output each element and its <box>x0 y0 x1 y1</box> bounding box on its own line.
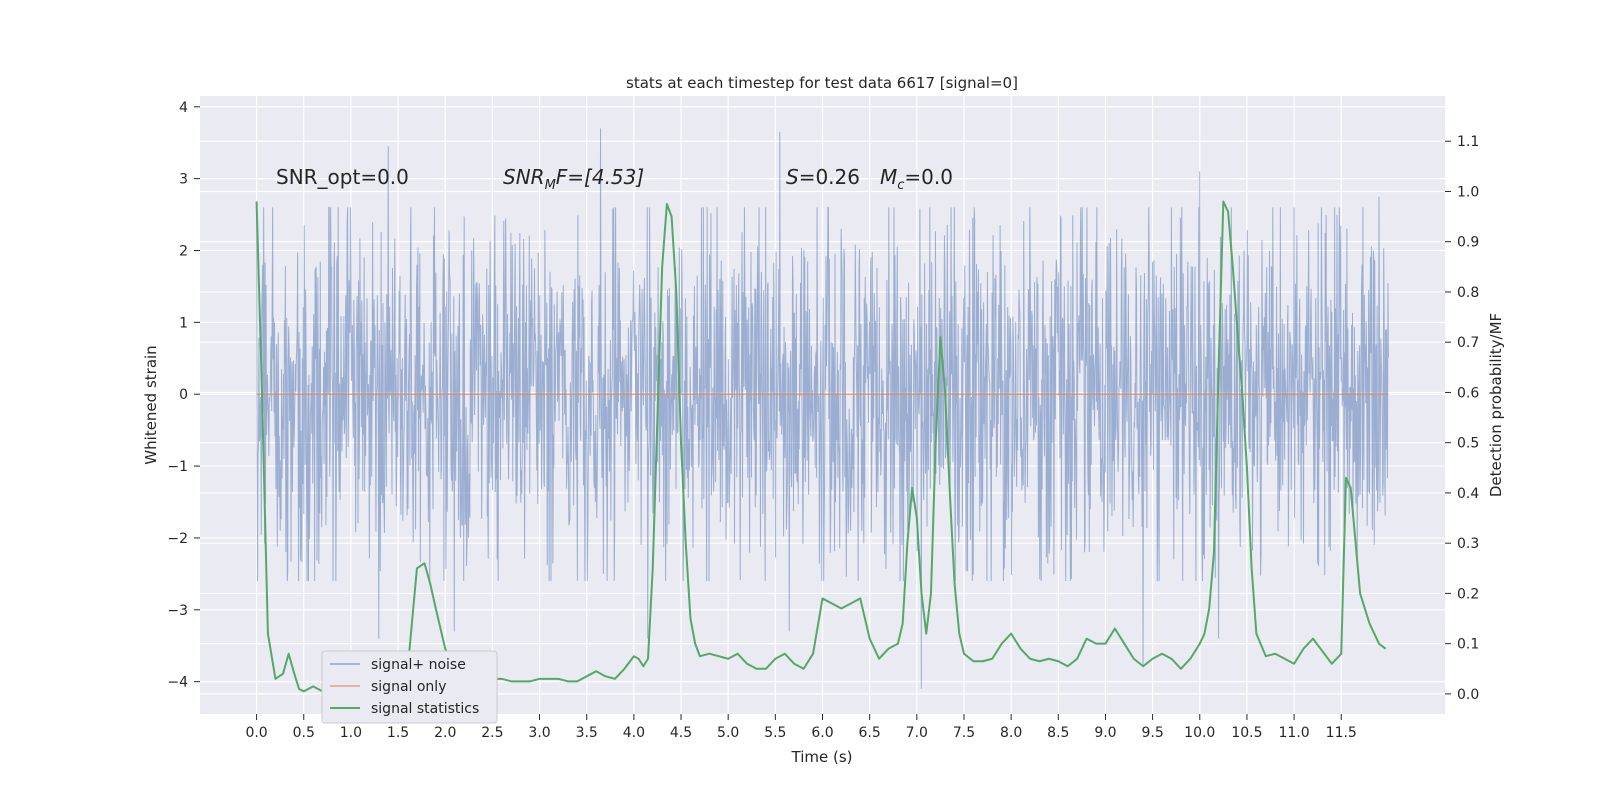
x-tick-label: 6.0 <box>811 725 833 741</box>
x-tick-label: 9.5 <box>1141 725 1163 741</box>
y-tick-label: −3 <box>167 603 188 619</box>
x-tick-label: 7.5 <box>953 725 975 741</box>
y2-tick-label: 0.3 <box>1457 536 1479 552</box>
y2-tick-label: 1.0 <box>1457 184 1479 200</box>
annotation-snr-mf-subscript: M <box>545 178 556 193</box>
annotation-snr-opt: SNR_opt=0.0 <box>276 165 409 189</box>
annotation-s-symbol: S <box>786 165 799 189</box>
y-tick-label: −1 <box>167 459 188 475</box>
x-tick-label: 8.0 <box>1000 725 1022 741</box>
x-tick-label: 2.0 <box>434 725 456 741</box>
annotation-snr-mf: SNRMF=[4.53] <box>503 165 644 193</box>
x-tick-label: 10.5 <box>1231 725 1262 741</box>
y-tick-label: 0 <box>179 387 188 403</box>
chart-title: stats at each timestep for test data 661… <box>626 74 1018 92</box>
x-tick-label: 9.0 <box>1094 725 1116 741</box>
x-tick-label: 11.5 <box>1326 725 1357 741</box>
annotation-mc-symbol: M <box>880 165 897 189</box>
statistics-line <box>255 200 1387 693</box>
noise-line <box>256 128 1389 689</box>
y-axis-label: Whitened strain <box>142 345 160 464</box>
legend: signal+ noise signal only signal statist… <box>321 650 498 724</box>
annotation-mc-value: =0.0 <box>904 165 953 189</box>
x-tick-label: 1.0 <box>340 725 362 741</box>
y2-tick-label: 0.7 <box>1457 335 1479 351</box>
y-tick-label: 3 <box>179 172 188 188</box>
y-tick-label: 4 <box>179 100 188 116</box>
y-tick-label: 1 <box>179 315 188 331</box>
x-tick-label: 11.0 <box>1279 725 1310 741</box>
x-axis-label: Time (s) <box>791 748 853 766</box>
x-tick-label: 3.5 <box>576 725 598 741</box>
y-tick-label: −4 <box>167 675 188 691</box>
x-tick-label: 5.0 <box>717 725 739 741</box>
legend-box <box>321 650 498 724</box>
x-tick-label: 4.0 <box>623 725 645 741</box>
annotation-snr-mf-symbol: SNR <box>503 165 545 189</box>
y-tick-label: 2 <box>179 244 188 260</box>
y2-tick-label: 0.1 <box>1457 637 1479 653</box>
y2-tick-label: 0.5 <box>1457 436 1479 452</box>
x-tick-label: 7.0 <box>906 725 928 741</box>
y2-axis-ticks: 1.1 1.0 0.9 0.8 0.7 0.6 0.5 0.4 0.3 0.2 0.1 0.0 <box>1445 134 1479 703</box>
y2-tick-label: 0.0 <box>1457 687 1479 703</box>
x-tick-label: 10.0 <box>1184 725 1215 741</box>
x-tick-label: 1.5 <box>387 725 409 741</box>
x-tick-label: 3.0 <box>528 725 550 741</box>
x-tick-label: 6.5 <box>859 725 881 741</box>
x-axis-ticks: 0.0 0.5 1.0 1.5 2.0 2.5 3.0 3.5 4.0 4.5 5.0 5.5 6.0 6… <box>245 714 1357 741</box>
annotation-mc-subscript: c <box>897 178 904 193</box>
x-tick-label: 0.0 <box>245 725 267 741</box>
annotation-snr-mf-value: F=[4.53] <box>556 165 644 189</box>
y2-tick-label: 0.4 <box>1457 486 1479 502</box>
y2-tick-label: 0.8 <box>1457 285 1479 301</box>
annotation-s: S=0.26 <box>786 165 860 189</box>
x-tick-label: 0.5 <box>293 725 315 741</box>
legend-label-signal-only: signal only <box>371 679 446 695</box>
annotation-s-value: =0.26 <box>799 165 860 189</box>
y-axis-ticks: 4 3 2 1 0 −1 −2 −3 −4 <box>167 100 200 691</box>
legend-label-signal-noise: signal+ noise <box>371 657 466 673</box>
y2-tick-label: 0.2 <box>1457 586 1479 602</box>
series-signal-noise <box>256 128 1389 689</box>
x-tick-label: 5.5 <box>764 725 786 741</box>
y2-axis-label: Detection probability/MF <box>1487 313 1505 497</box>
y2-tick-label: 1.1 <box>1457 134 1479 150</box>
x-tick-label: 4.5 <box>670 725 692 741</box>
x-tick-label: 2.5 <box>481 725 503 741</box>
series-signal-statistics <box>255 200 1387 693</box>
y2-tick-label: 0.9 <box>1457 235 1479 251</box>
x-tick-label: 8.5 <box>1047 725 1069 741</box>
y-tick-label: −2 <box>167 531 188 547</box>
legend-label-signal-statistics: signal statistics <box>371 701 479 717</box>
y2-tick-label: 0.6 <box>1457 385 1479 401</box>
annotation-mc: Mc=0.0 <box>880 165 953 193</box>
